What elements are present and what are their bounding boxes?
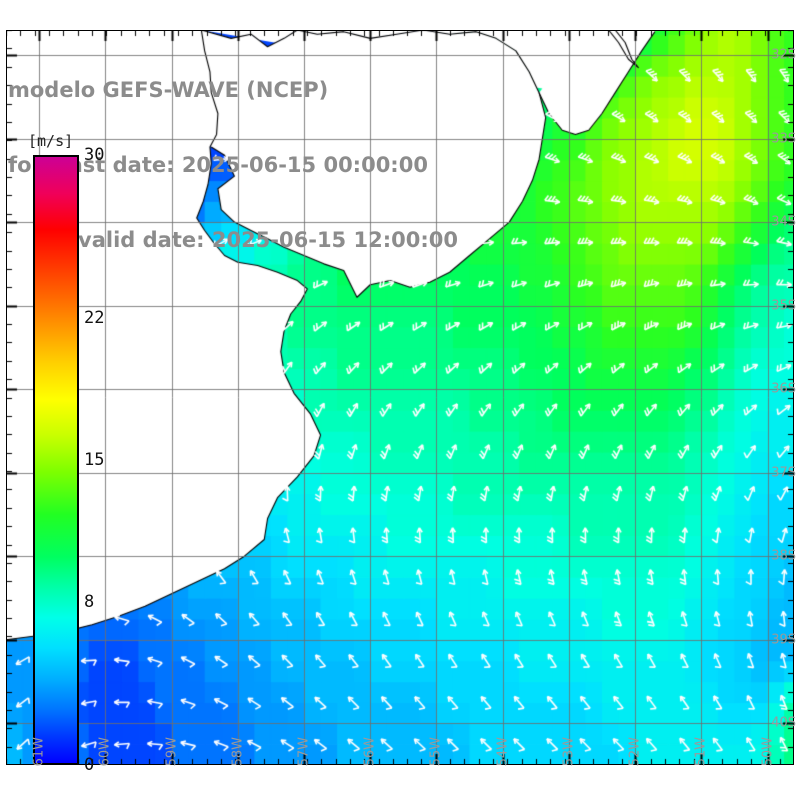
lon-label-59W: 59W: [164, 736, 180, 766]
lon-label-50W: 50W: [760, 736, 775, 766]
colorbar-gradient: [33, 155, 79, 765]
lat-label-38S: 38S: [771, 548, 796, 564]
lon-label-54W: 54W: [495, 736, 511, 766]
map-plot-area[interactable]: [6, 30, 794, 765]
forecast-date-label: forecast date: 2025-06-15 00:00:00: [8, 153, 428, 177]
lon-label-57W: 57W: [296, 736, 312, 766]
lon-label-60W: 60W: [97, 736, 113, 766]
colorbar-tick-30: 30: [84, 145, 105, 165]
lat-label-34S: 34S: [771, 214, 796, 230]
lat-label-36S: 36S: [771, 381, 796, 397]
colorbar-tick-22: 22: [84, 307, 105, 328]
wind-speed-field-canvas[interactable]: [6, 30, 794, 765]
lat-label-33S: 33S: [771, 131, 796, 147]
lon-label-55W: 55W: [428, 736, 444, 766]
lat-label-40S: 40S: [771, 715, 796, 731]
colorbar[interactable]: [33, 155, 79, 765]
lat-label-39S: 39S: [771, 632, 796, 648]
lon-label-56W: 56W: [362, 736, 378, 766]
lon-label-61W: 61W: [31, 736, 47, 766]
colorbar-tick-0: 0: [84, 755, 95, 775]
lat-label-32S: 32S: [771, 47, 796, 63]
lon-label-53W: 53W: [561, 736, 577, 766]
valid-date-label: valid date: 2025-06-15 12:00:00: [78, 228, 458, 252]
lon-label-51W: 51W: [693, 736, 709, 766]
chart-title-block: modelo GEFS-WAVE (NCEP) forecast date: 2…: [8, 28, 528, 303]
model-title: modelo GEFS-WAVE (NCEP): [8, 78, 329, 102]
colorbar-tick-15: 15: [84, 450, 105, 470]
lat-label-37S: 37S: [771, 465, 796, 481]
lon-label-52W: 52W: [627, 736, 643, 766]
colorbar-unit-label: [m/s]: [28, 132, 74, 150]
colorbar-tick-8: 8: [84, 592, 95, 613]
lon-label-58W: 58W: [230, 736, 246, 766]
lat-label-35S: 35S: [771, 298, 796, 314]
